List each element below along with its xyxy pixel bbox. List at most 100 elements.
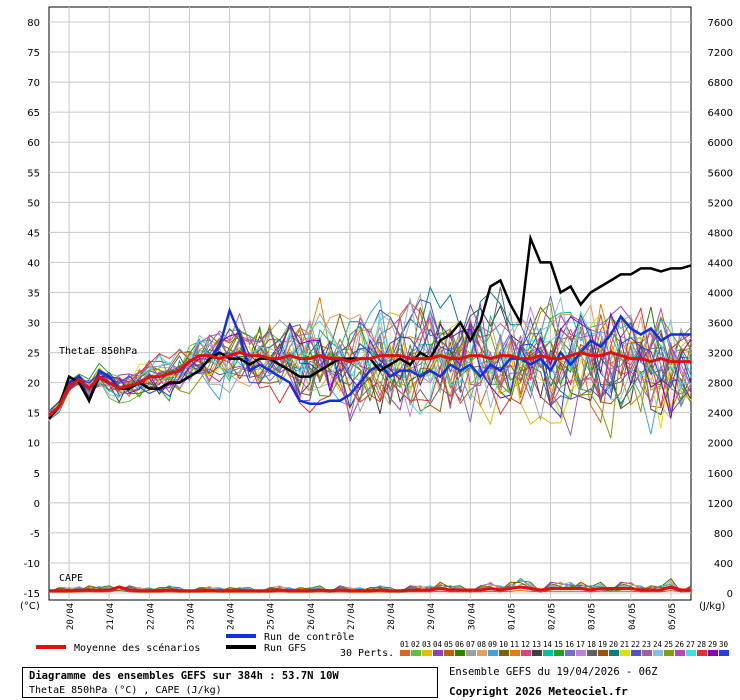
pert-number: 23 bbox=[642, 640, 651, 649]
x-tick-label: 23/04 bbox=[186, 603, 196, 630]
pert-swatch bbox=[642, 650, 652, 656]
pert-number: 02 bbox=[411, 640, 420, 649]
x-tick-label: 25/04 bbox=[267, 603, 277, 630]
cape-pert-line bbox=[48, 581, 692, 593]
right-tick-label: 6000 bbox=[708, 138, 733, 149]
left-tick-label: 0 bbox=[34, 499, 40, 510]
right-axis-unit: (J/kg) bbox=[699, 601, 725, 612]
pert-number: 11 bbox=[510, 640, 519, 649]
left-tick-label: -10 bbox=[24, 559, 40, 570]
pert-swatch bbox=[719, 650, 729, 656]
pert-number: 19 bbox=[598, 640, 607, 649]
pert-swatch bbox=[708, 650, 718, 656]
pert-number: 17 bbox=[576, 640, 585, 649]
mean-legend-label: Moyenne des scénarios bbox=[74, 642, 200, 654]
pert-number: 26 bbox=[675, 640, 685, 649]
copyright: Copyright 2026 Meteociel.fr bbox=[449, 685, 628, 698]
left-tick-label: 80 bbox=[27, 18, 40, 29]
pert-swatch bbox=[554, 650, 564, 656]
pert-number: 27 bbox=[686, 640, 695, 649]
left-tick-label: -5 bbox=[30, 529, 40, 540]
right-tick-label: 0 bbox=[727, 589, 733, 600]
left-tick-label: 40 bbox=[27, 258, 40, 269]
pert-swatch bbox=[686, 650, 696, 656]
pert-swatch bbox=[697, 650, 707, 656]
pert-swatch bbox=[455, 650, 465, 656]
pert-number: 14 bbox=[543, 640, 553, 649]
x-tick-label: 28/04 bbox=[387, 603, 397, 630]
right-tick-label: 1600 bbox=[708, 469, 733, 480]
pert-swatch bbox=[664, 650, 674, 656]
x-tick-label: 05/05 bbox=[668, 603, 678, 630]
x-tick-label: 26/04 bbox=[307, 603, 317, 630]
pert-swatch bbox=[543, 650, 553, 656]
left-tick-label: 70 bbox=[27, 78, 40, 89]
pert-swatch bbox=[433, 650, 443, 656]
pert-swatch bbox=[576, 650, 586, 656]
pert-number: 25 bbox=[664, 640, 673, 649]
left-tick-label: 50 bbox=[27, 198, 40, 209]
right-tick-label: 7200 bbox=[708, 48, 733, 59]
right-tick-label: 5600 bbox=[708, 168, 733, 179]
x-tick-label: 04/05 bbox=[628, 603, 638, 630]
right-tick-label: 2400 bbox=[708, 409, 733, 420]
series-line-mean bbox=[47, 351, 691, 417]
pert-swatch bbox=[400, 650, 410, 656]
x-tick-label: 27/04 bbox=[347, 603, 357, 630]
pert-number: 22 bbox=[631, 640, 640, 649]
left-tick-label: 65 bbox=[27, 108, 40, 119]
thetae-label: ThetaE 850hPa bbox=[59, 346, 137, 357]
pert-number: 28 bbox=[697, 640, 707, 649]
pert-number: 13 bbox=[532, 640, 541, 649]
left-tick-label: 60 bbox=[27, 138, 40, 149]
control-legend-label: Run de contrôle bbox=[264, 631, 354, 643]
plot-area bbox=[48, 6, 692, 601]
pert-swatch bbox=[609, 650, 619, 656]
pert-number: 09 bbox=[488, 640, 497, 649]
pert-swatch bbox=[488, 650, 498, 656]
x-tick-label: 02/05 bbox=[548, 603, 558, 630]
pert-swatch bbox=[444, 650, 454, 656]
x-tick-label: 01/05 bbox=[507, 603, 517, 630]
main-series-lines bbox=[47, 233, 692, 420]
pert-number: 24 bbox=[653, 640, 663, 649]
pert-swatch bbox=[565, 650, 575, 656]
pert-line-26 bbox=[48, 306, 692, 411]
x-tick-label: 22/04 bbox=[146, 603, 156, 630]
pert-swatch bbox=[653, 650, 663, 656]
left-tick-label: 55 bbox=[27, 168, 40, 179]
pert-swatch bbox=[499, 650, 509, 656]
pert-swatch bbox=[620, 650, 630, 656]
left-tick-label: 5 bbox=[34, 469, 40, 480]
pert-number: 07 bbox=[466, 640, 475, 649]
right-tick-label: 2000 bbox=[708, 439, 733, 450]
left-tick-label: 10 bbox=[27, 439, 40, 450]
pert-number: 03 bbox=[422, 640, 431, 649]
right-tick-label: 3200 bbox=[708, 349, 733, 360]
right-tick-label: 7600 bbox=[708, 18, 733, 29]
perts-legend-label: 30 Perts. bbox=[340, 648, 394, 659]
pert-line-09 bbox=[48, 299, 692, 435]
x-tick-label: 24/04 bbox=[227, 603, 237, 630]
pert-swatch bbox=[675, 650, 685, 656]
pert-legend: 01 02 03 04 05 06 07 08 09 10 11 12 13 14 15 16 17 18 19 20… bbox=[400, 640, 729, 656]
left-tick-label: -15 bbox=[24, 589, 40, 600]
right-tick-label: 4000 bbox=[708, 288, 733, 299]
right-tick-label: 800 bbox=[714, 529, 733, 540]
pert-line-20 bbox=[48, 285, 692, 413]
left-tick-label: 45 bbox=[27, 228, 40, 239]
pert-number: 16 bbox=[565, 640, 575, 649]
pert-swatch bbox=[466, 650, 476, 656]
pert-swatch bbox=[411, 650, 421, 656]
cape-lines bbox=[48, 577, 692, 593]
pert-line-29 bbox=[48, 312, 692, 419]
x-tick-label: 03/05 bbox=[588, 603, 598, 630]
right-tick-label: 5200 bbox=[708, 198, 733, 209]
pert-swatch bbox=[422, 650, 432, 656]
pert-swatch bbox=[510, 650, 520, 656]
right-tick-label: 3600 bbox=[708, 319, 733, 330]
pert-swatch bbox=[521, 650, 531, 656]
cape-mean-line bbox=[49, 585, 691, 593]
pert-number: 06 bbox=[455, 640, 465, 649]
